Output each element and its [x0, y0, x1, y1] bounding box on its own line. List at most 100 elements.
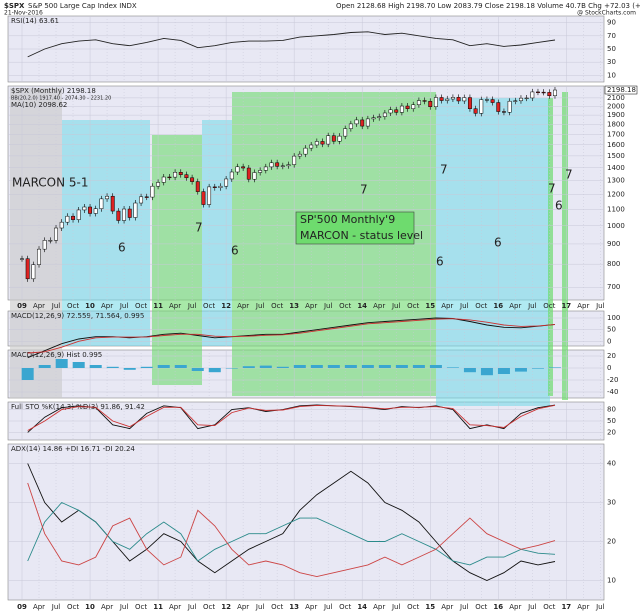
hist-bar [157, 365, 170, 368]
candle [252, 172, 257, 180]
candle [326, 135, 331, 145]
candle [201, 191, 206, 205]
candle [337, 135, 342, 142]
y-tick-label: 1300 [607, 177, 625, 185]
annotation: 6 [436, 255, 444, 269]
annotation: 7 [565, 168, 573, 182]
candle [25, 258, 30, 280]
candle [309, 144, 314, 149]
x-tick-label: Oct [135, 603, 147, 611]
candle [122, 208, 127, 221]
x-tick-label: Apr [305, 603, 317, 611]
candle [139, 196, 144, 204]
x-tick-label: Apr [577, 302, 589, 310]
hist-bar [38, 365, 51, 368]
y-tick-label: 0 [607, 364, 611, 372]
x-tick-label: 12 [221, 302, 231, 310]
x-tick-label: Jul [51, 603, 61, 611]
x-tick-label: 11 [153, 603, 163, 611]
candle [207, 186, 212, 205]
candle [479, 99, 484, 114]
y-tick-label: 1100 [607, 205, 625, 213]
x-tick-label: 09 [17, 302, 27, 310]
x-tick-label: Jul [323, 302, 333, 310]
x-tick-label: Oct [339, 603, 351, 611]
hist-bar [514, 368, 527, 372]
candle [173, 172, 178, 178]
candle [54, 227, 58, 241]
hist-bar [72, 362, 85, 368]
region [548, 98, 553, 396]
candle [496, 102, 501, 112]
x-tick-label: Oct [407, 302, 419, 310]
x-tick-label: Jul [119, 603, 129, 611]
x-tick-label: Apr [33, 302, 45, 310]
x-tick-label: Oct [475, 302, 487, 310]
x-tick-label: Oct [543, 603, 555, 611]
date: 21-Nov-2016 [4, 10, 43, 17]
hist-bar [395, 365, 408, 368]
x-tick-label: 14 [357, 302, 367, 310]
indicator-line [27, 404, 556, 433]
panel [7, 443, 605, 601]
hist-bar [361, 365, 374, 368]
annotation: SP'500 Monthly'9 [300, 213, 395, 226]
hist-bar [463, 368, 476, 373]
annotation: 7 [440, 163, 448, 177]
candle [224, 178, 229, 187]
candle [37, 248, 41, 265]
x-tick-label: 15 [425, 603, 435, 611]
x-tick-label: 13 [289, 603, 299, 611]
candle [42, 240, 47, 250]
candle [553, 89, 557, 97]
x-tick-label: Apr [237, 302, 249, 310]
hist-bar [429, 365, 442, 368]
x-tick-label: Apr [101, 302, 113, 310]
hist-bar [208, 368, 221, 373]
region [62, 120, 150, 346]
candle [286, 164, 291, 167]
candle [297, 153, 302, 157]
candle [116, 210, 121, 221]
annotation: 6 [231, 244, 239, 258]
candle [502, 111, 506, 113]
x-tick-label: 09 [17, 603, 27, 611]
x-tick-label: Jul [255, 302, 265, 310]
panel-label: MACD(12,26,9) Hist 0.995 [11, 351, 102, 359]
region [562, 92, 568, 400]
annotation: MARCON 5-1 [12, 176, 89, 190]
bb-label: BB(20,2.0) 1917.40 - 2074.30 - 2231.20 [11, 96, 111, 102]
candle [127, 208, 132, 218]
candle [93, 208, 98, 214]
y-tick-label: 20 [607, 428, 616, 436]
candle [394, 109, 399, 113]
candle [354, 119, 359, 125]
candle [195, 181, 200, 192]
y-tick-label: 1700 [607, 130, 625, 138]
y-tick-label: 80 [607, 406, 616, 414]
hist-bar [242, 366, 255, 368]
x-tick-label: Oct [475, 603, 487, 611]
candle [456, 97, 461, 102]
hist-bar [89, 365, 102, 368]
candle [133, 202, 138, 218]
candle [31, 264, 36, 280]
candle [269, 162, 274, 168]
x-tick-label: 10 [85, 603, 95, 611]
hist-bar [548, 367, 561, 368]
candle [246, 167, 251, 180]
hist-bar [225, 368, 238, 369]
x-tick-label: Apr [577, 603, 589, 611]
candle [161, 176, 166, 183]
candle [156, 182, 161, 187]
candle [82, 206, 87, 211]
annotation-box [295, 211, 415, 245]
candle [428, 101, 433, 107]
indicator-line [27, 31, 556, 58]
hist-bar [106, 366, 119, 368]
x-tick-label: 13 [289, 302, 299, 310]
x-tick-label: Jul [595, 302, 605, 310]
hist-bar [531, 368, 544, 369]
hist-bar [140, 366, 153, 368]
